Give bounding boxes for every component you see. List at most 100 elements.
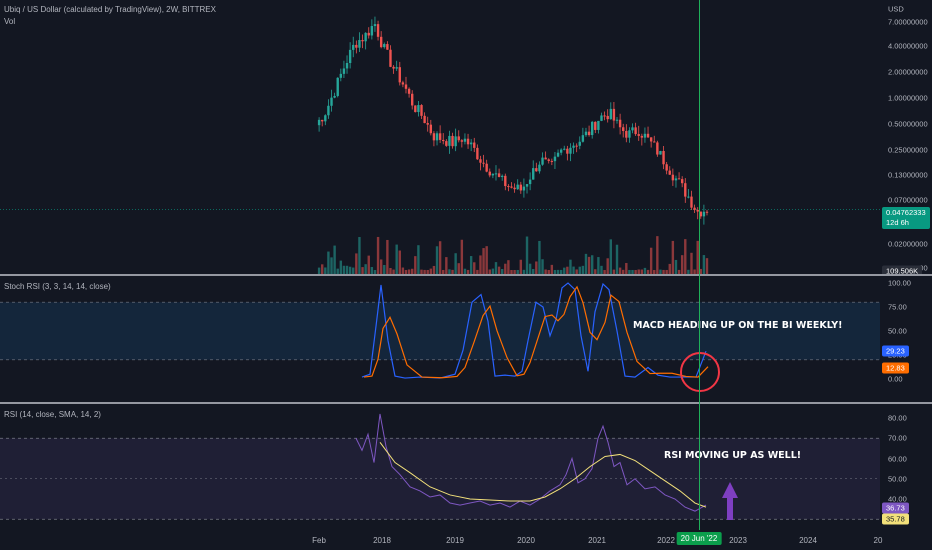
price-tick-label: 0.07000000: [888, 195, 928, 205]
candle-body: [674, 178, 678, 181]
volume-bar: [587, 256, 591, 274]
price-tick-label: 0.02000000: [888, 239, 928, 249]
candle-body: [544, 157, 547, 160]
candle-body: [615, 119, 619, 121]
volume-bar: [438, 241, 442, 274]
time-tick-label: 2020: [517, 536, 535, 545]
price-axis[interactable]: USD 7.00000000 4.00000000 2.00000000 1.0000…: [880, 0, 932, 277]
volume-bar: [668, 263, 671, 274]
stoch-band-fill: [0, 302, 880, 360]
volume-bar: [333, 245, 336, 274]
volume-bar: [622, 269, 625, 274]
volume-bar: [404, 269, 408, 274]
candle-body: [590, 121, 594, 136]
volume-bar: [662, 269, 665, 274]
pane-divider[interactable]: [0, 274, 932, 276]
stoch-rsi-legend: Stoch RSI (3, 3, 14, 14, close): [4, 282, 111, 291]
candle-body: [345, 62, 349, 69]
candle-body: [426, 123, 429, 125]
rsi-axis[interactable]: 80.00 70.00 60.00 50.00 40.00 36.73 35.78: [880, 404, 932, 530]
price-pane[interactable]: Ubiq / US Dollar (calculated by TradingV…: [0, 0, 880, 274]
candle-body: [684, 183, 687, 197]
price-tick-label: 2.00000000: [888, 67, 928, 77]
candle-body: [597, 120, 600, 130]
last-price-value: 0.04762333: [886, 208, 926, 217]
candle-body: [581, 135, 585, 142]
candle-body: [383, 44, 386, 48]
volume-bar: [677, 269, 681, 274]
cursor-date-badge: 20 Jun '22: [676, 532, 722, 545]
candle-body: [404, 84, 408, 89]
volume-bar: [364, 264, 367, 274]
volume-bar: [541, 259, 544, 274]
volume-bar: [379, 259, 383, 274]
volume-bar: [373, 269, 377, 274]
volume-bar: [395, 244, 398, 274]
volume-bar: [578, 266, 581, 274]
time-axis[interactable]: [0, 530, 932, 550]
candle-body: [625, 130, 628, 138]
volume-bar: [653, 269, 656, 274]
volume-bar: [324, 267, 327, 274]
volume-bar: [687, 269, 690, 274]
volume-bar: [417, 245, 420, 274]
rsi-tick-label: 80.00: [888, 413, 907, 423]
volume-bar: [547, 269, 550, 274]
candle-body: [460, 140, 464, 142]
volume-bar: [473, 262, 476, 274]
candle-body: [457, 136, 460, 141]
candle-body: [668, 170, 671, 175]
volume-bar: [336, 268, 339, 274]
volume-bar: [696, 240, 699, 274]
volume-bar: [519, 259, 523, 274]
candle-body: [516, 184, 519, 190]
rsi-chart[interactable]: [0, 404, 880, 530]
candle-body: [671, 174, 675, 181]
last-price-badge: 0.04762333 12d 6h: [882, 207, 930, 229]
volume-bar: [634, 270, 637, 274]
stoch-rsi-pane[interactable]: Stoch RSI (3, 3, 14, 14, close) MACD HEA…: [0, 276, 880, 402]
pane-divider[interactable]: [0, 402, 932, 404]
candle-body: [556, 152, 560, 157]
volume-bar: [643, 267, 647, 274]
volume-bar: [414, 256, 417, 274]
candle-body: [504, 175, 507, 187]
time-tick-label: Feb: [312, 536, 326, 545]
rsi-pane[interactable]: RSI (14, close, SMA, 14, 2) RSI MOVING U…: [0, 404, 880, 530]
candle-body: [600, 115, 603, 121]
candle-body: [677, 178, 681, 180]
candle-body: [606, 115, 609, 120]
time-tick-label: 2023: [729, 536, 747, 545]
candle-body: [693, 207, 696, 210]
candle-body: [407, 88, 411, 94]
volume-bar: [594, 269, 597, 274]
candle-body: [584, 131, 588, 136]
volume-bar: [631, 269, 634, 274]
candle-body: [454, 136, 457, 147]
volume-bar: [442, 269, 445, 274]
macd-annotation: MACD HEADING UP ON THE BI WEEKLY!: [633, 320, 843, 331]
volume-bar: [590, 255, 594, 274]
volume-bar: [345, 265, 349, 274]
candle-body: [445, 141, 448, 146]
volume-bar: [367, 255, 370, 274]
candle-body: [559, 149, 563, 153]
volume-bar: [618, 267, 622, 274]
stoch-rsi-chart[interactable]: [0, 276, 880, 402]
stoch-tick-label: 0.00: [888, 374, 903, 384]
candle-body: [497, 173, 501, 177]
volume-bar: [401, 267, 405, 274]
candle-body: [550, 160, 554, 162]
candle-body: [451, 135, 454, 147]
volume-bar: [628, 269, 631, 274]
candlestick-chart[interactable]: [0, 0, 880, 274]
time-tick-label: 2021: [588, 536, 606, 545]
volume-bar: [680, 255, 684, 274]
candle-body: [491, 173, 495, 176]
candle-body: [401, 82, 405, 85]
candle-body: [333, 95, 336, 98]
volume-bar: [445, 257, 448, 274]
volume-bar: [535, 261, 538, 274]
candle-body: [389, 49, 392, 67]
